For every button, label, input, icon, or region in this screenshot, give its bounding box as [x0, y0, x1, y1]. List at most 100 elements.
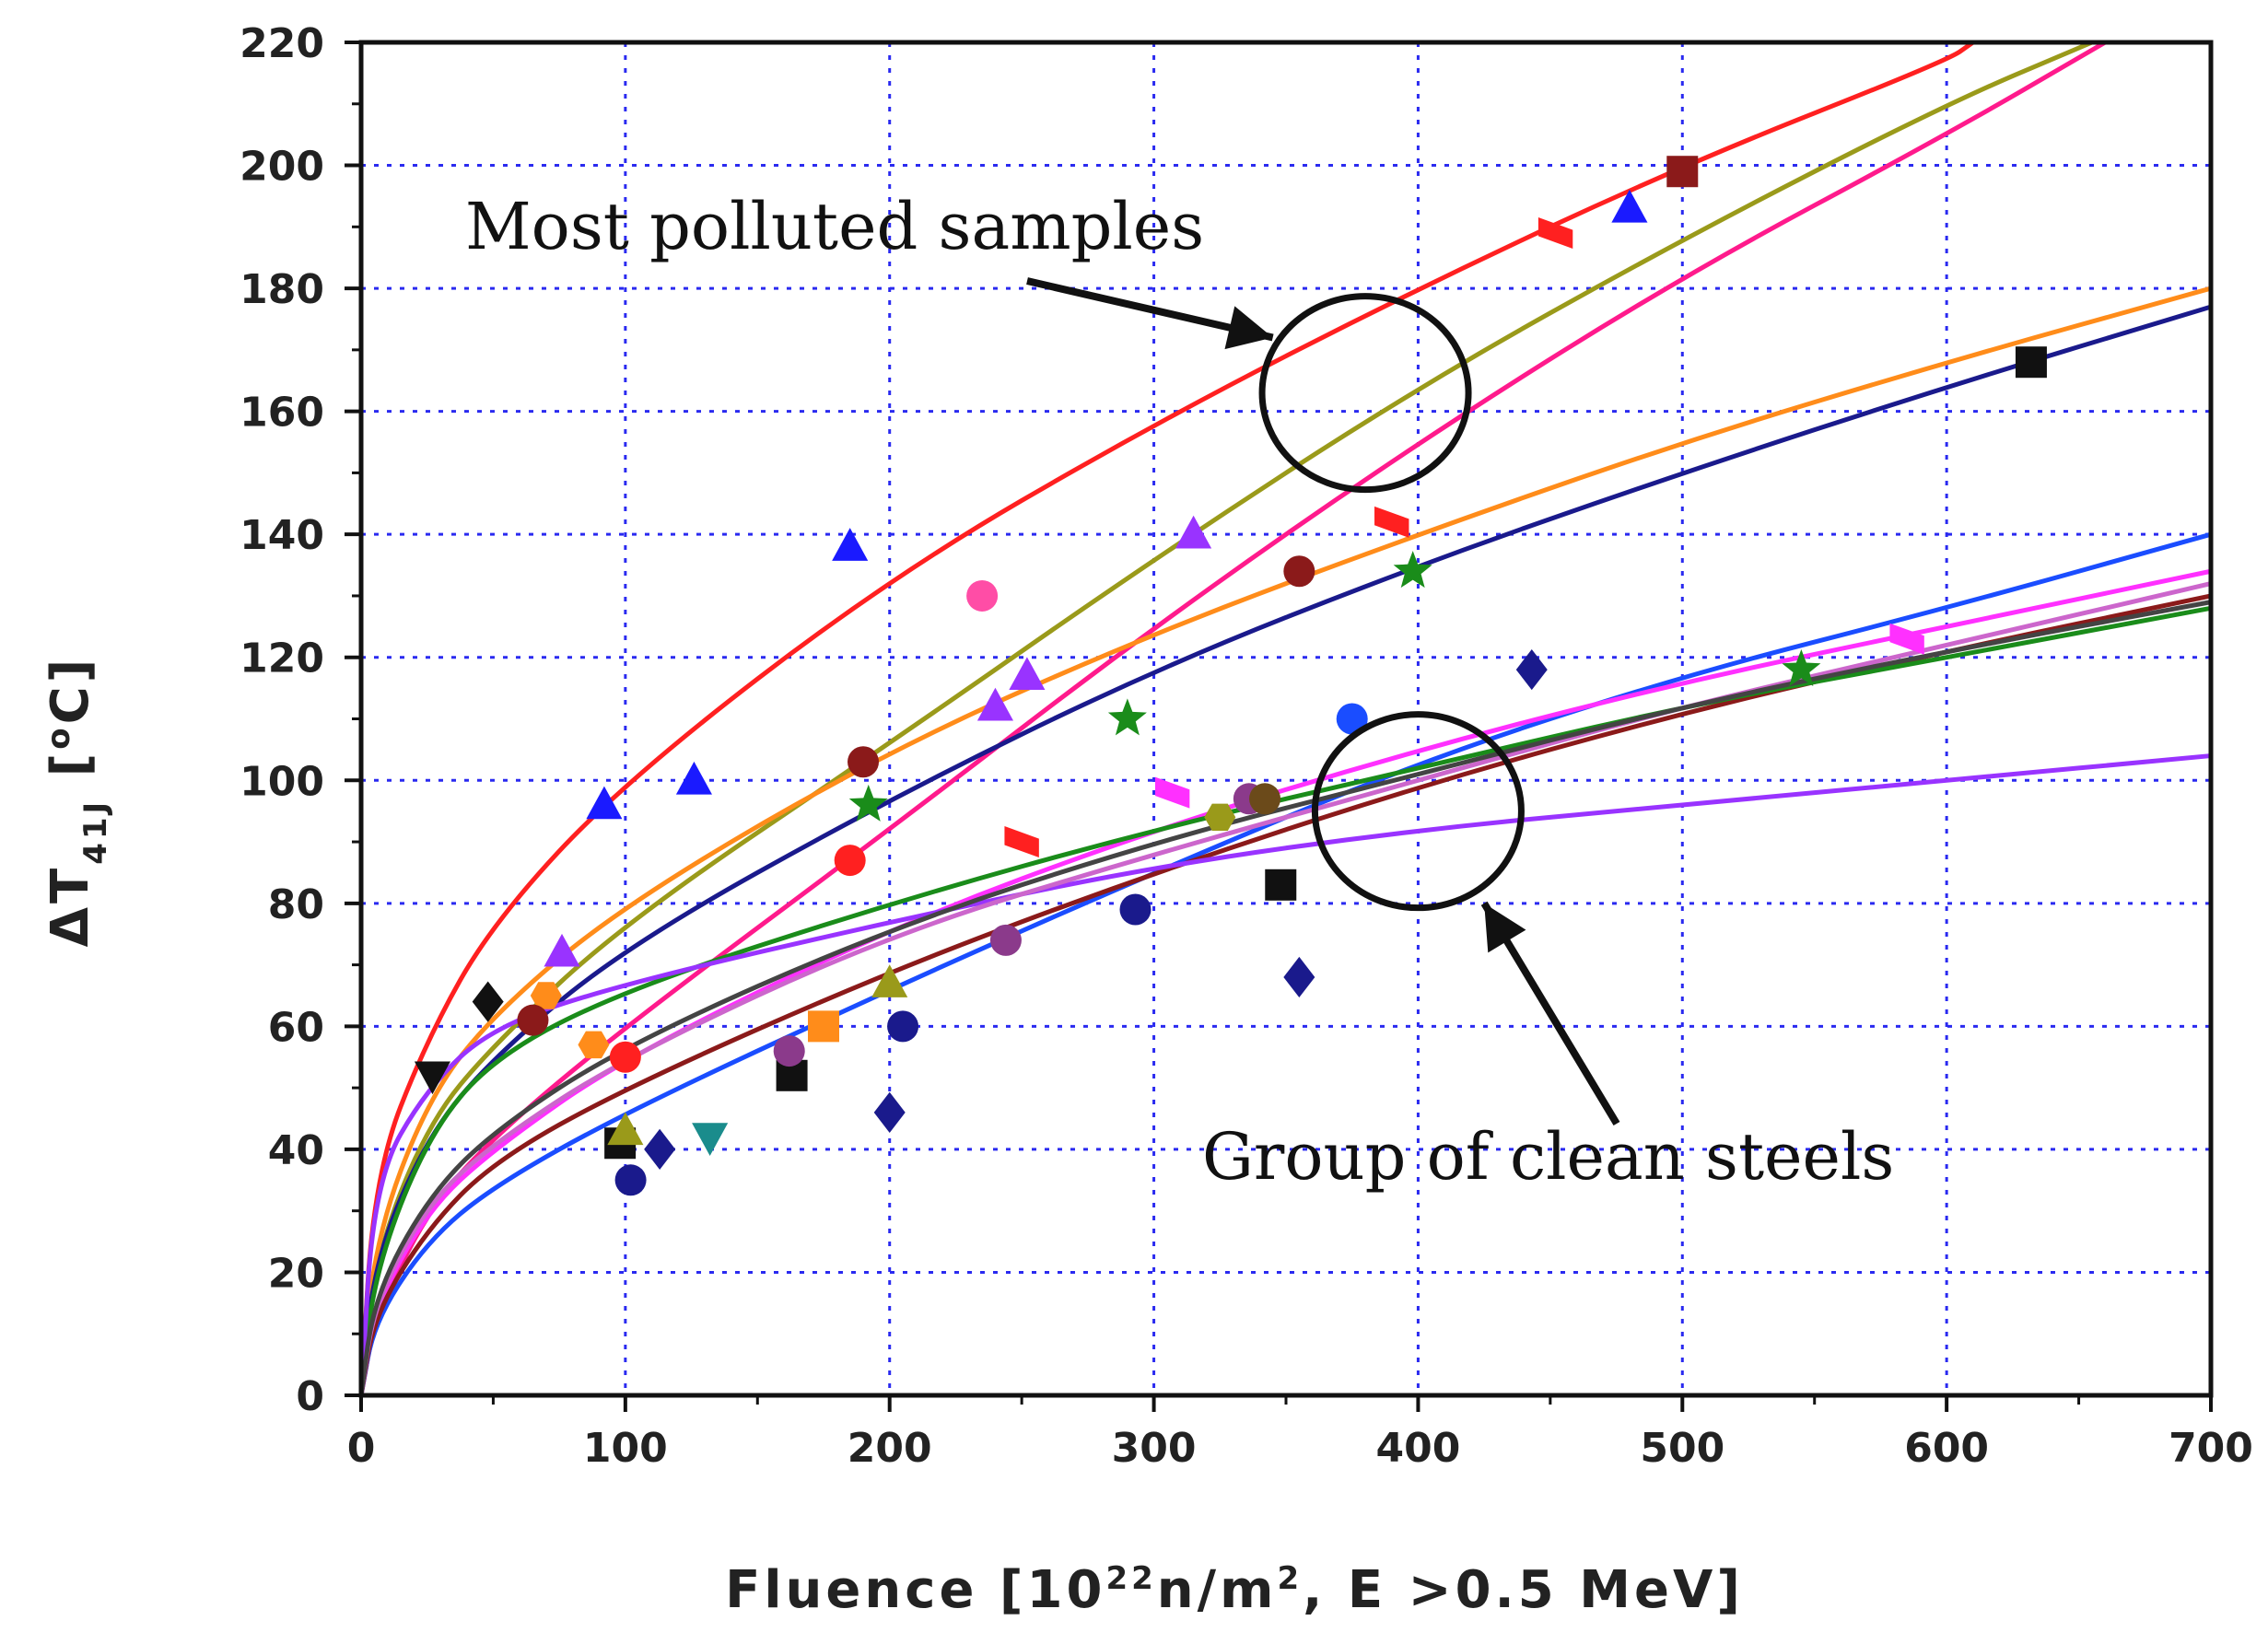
y-axis-title-subscript: 41J [77, 799, 114, 865]
data-point-bowtie [1374, 506, 1409, 538]
y-tick-label: 180 [240, 266, 324, 313]
y-tick-label: 40 [268, 1127, 324, 1174]
x-tick-label: 300 [1112, 1425, 1197, 1472]
data-point-star [1107, 698, 1147, 736]
data-point-square [808, 1010, 839, 1043]
fit-curves [358, 40, 2214, 1398]
data-point-circle [517, 1004, 549, 1036]
x-axis-title-main: Fluence [10 [725, 1560, 1105, 1620]
data-point-hexagon [578, 1031, 610, 1059]
data-point-circle [773, 1035, 805, 1067]
data-point-square [1265, 869, 1297, 901]
data-point-hexagon [1204, 803, 1236, 832]
fit-curve [358, 304, 2214, 1398]
data-point-triangle [976, 687, 1014, 721]
y-tick-label: 160 [240, 390, 324, 437]
data-point-circle [989, 924, 1022, 956]
y-tick-label: 200 [240, 144, 324, 191]
data-point-bowtie [1537, 216, 1573, 249]
y-axis-title-main: ΔT [41, 865, 100, 948]
data-point-circle [1283, 555, 1315, 588]
data-point-triangle [607, 1112, 644, 1146]
data-point-circle [966, 579, 999, 612]
x-tick-label: 500 [1640, 1425, 1724, 1472]
data-point-square [2015, 346, 2047, 379]
data-point-diamond [472, 981, 504, 1022]
data-point-diamond [1515, 648, 1548, 691]
data-point-diamond [1283, 956, 1315, 998]
x-tick-label: 100 [583, 1425, 668, 1472]
data-point-triangle [1009, 657, 1046, 691]
data-point-diamond [873, 1091, 906, 1133]
data-point-inverted-triangle [414, 1061, 451, 1095]
x-tick-label: 400 [1375, 1425, 1460, 1472]
fit-curve [358, 531, 2214, 1398]
y-tick-label: 220 [240, 20, 324, 67]
data-point-star [1393, 551, 1432, 589]
y-tick-label: 0 [296, 1373, 324, 1420]
data-point-square [1666, 156, 1699, 188]
fit-curve [358, 581, 2214, 1398]
y-tick-label: 80 [268, 881, 324, 928]
data-point-triangle [1611, 189, 1648, 223]
data-point-triangle [871, 964, 908, 997]
x-axis-title-exponent2: 2 [1277, 1560, 1303, 1597]
data-point-star [1782, 648, 1821, 686]
data-point-triangle [586, 786, 623, 820]
y-axis-title: ΔT41J [oC] [41, 656, 114, 948]
plot-frame [345, 40, 2214, 1412]
x-axis-title-unit: n/m [1157, 1560, 1278, 1620]
x-tick-label: 700 [2169, 1425, 2253, 1472]
data-point-circle [848, 746, 880, 778]
x-axis-title-end: , E >0.5 MeV] [1303, 1560, 1744, 1620]
fit-curve [358, 753, 2214, 1398]
fit-curve [358, 605, 2214, 1398]
data-point-triangle [675, 761, 712, 795]
data-point-bowtie [1154, 776, 1190, 809]
annotation-clean-label: Group of clean steels [1202, 1119, 1894, 1195]
data-point-circle [1119, 893, 1152, 926]
data-markers [414, 156, 2047, 1196]
y-axis-title-bracket: [ [41, 750, 100, 799]
data-point-bowtie [1889, 623, 1924, 655]
fit-curve [358, 600, 2214, 1398]
fit-curve [358, 286, 2214, 1398]
data-point-star [848, 784, 888, 822]
annotation-arrow-polluted-head [1224, 306, 1273, 350]
y-axis-title-end: C] [41, 656, 100, 725]
fit-curve [358, 40, 1976, 1398]
y-tick-label: 100 [240, 758, 324, 805]
data-point-circle [887, 1010, 919, 1043]
y-tick-label: 140 [240, 512, 324, 559]
fit-curve [358, 593, 2214, 1398]
annotations: Most polluted samples Group of clean ste… [465, 189, 1894, 1195]
y-tick-label: 60 [268, 1004, 324, 1051]
data-point-circle [614, 1164, 647, 1196]
data-point-circle [1249, 783, 1281, 815]
data-point-triangle [1175, 515, 1212, 549]
y-tick-label: 120 [240, 635, 324, 682]
y-tick-label: 20 [268, 1250, 324, 1297]
data-point-triangle [832, 528, 869, 561]
x-axis-title-exponent: 22 [1105, 1560, 1156, 1597]
fit-curve [358, 40, 2095, 1398]
data-point-hexagon [530, 982, 562, 1009]
x-axis-title: Fluence [1022n/m2, E >0.5 MeV] [725, 1560, 1744, 1620]
data-point-circle [1336, 703, 1368, 735]
annotation-arrow-clean-head [1484, 903, 1526, 953]
tick-labels: 0 100 200 300 400 500 600 700 0 20 40 60 80 100 120 140… [240, 20, 2253, 1472]
x-tick-label: 0 [347, 1425, 376, 1472]
data-point-triangle [544, 933, 580, 967]
annotation-circle-clean [1311, 711, 1525, 912]
annotation-polluted-label: Most polluted samples [465, 189, 1204, 264]
fit-curve [358, 568, 2214, 1398]
x-tick-label: 600 [1904, 1425, 1989, 1472]
data-point-bowtie [1004, 826, 1039, 858]
x-tick-label: 200 [848, 1425, 932, 1472]
data-point-circle [834, 845, 866, 877]
annotation-circle-polluted [1258, 293, 1472, 494]
data-point-circle [609, 1041, 641, 1073]
data-point-diamond [644, 1128, 676, 1171]
y-axis-title-degree: o [41, 724, 77, 749]
